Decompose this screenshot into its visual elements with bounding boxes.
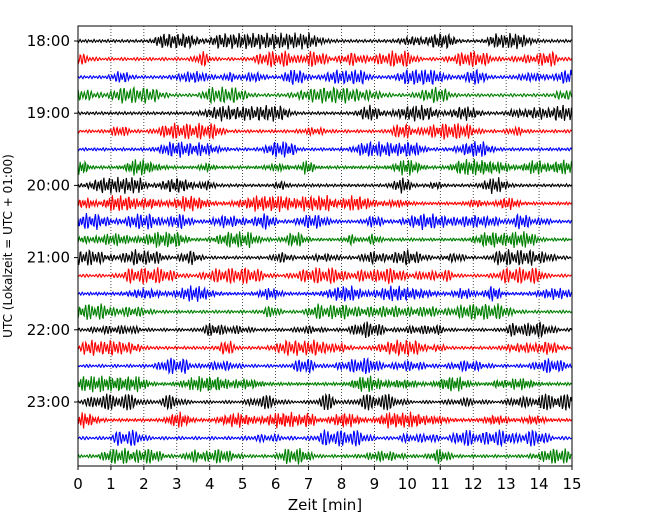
- trace-2230: [77, 356, 573, 375]
- x-tick-label: 12: [464, 475, 483, 493]
- x-tick-label: 9: [370, 475, 380, 493]
- trace-1800: [77, 32, 572, 50]
- x-tick-label: 7: [304, 475, 314, 493]
- trace-2030: [77, 212, 573, 230]
- x-tick-label: 3: [172, 475, 182, 493]
- x-tick-label: 4: [205, 475, 215, 493]
- vertical-gridlines: [110, 26, 540, 466]
- x-tick-label: 8: [337, 475, 347, 493]
- x-tick-label: 10: [398, 475, 417, 493]
- trace-2115: [77, 266, 572, 285]
- plot-frame: [77, 25, 573, 467]
- trace-1830: [77, 68, 573, 86]
- y-tick-label: 18:00: [27, 32, 70, 50]
- trace-1815: [77, 50, 572, 68]
- x-tick-label: 14: [530, 475, 549, 493]
- y-tick-label: 19:00: [27, 104, 70, 122]
- y-axis-label: UTC (Lokalzeit = UTC + 01:00): [1, 154, 15, 338]
- y-tick-label: 22:00: [27, 321, 70, 339]
- y-tick-label: 23:00: [27, 393, 70, 411]
- trace-1845: [77, 85, 573, 105]
- y-axis: 18:00 19:00 20:00 21:00 22:00 23:00: [27, 32, 78, 411]
- x-tick-label: 1: [106, 475, 116, 493]
- trace-2100: [77, 248, 572, 266]
- trace-1915: [77, 122, 572, 140]
- x-tick-label: 13: [497, 475, 516, 493]
- trace-2215: [77, 339, 572, 358]
- x-tick-label: 6: [271, 475, 281, 493]
- y-tick-label: 20:00: [27, 176, 70, 194]
- trace-2330: [77, 429, 572, 448]
- trace-1945: [77, 159, 573, 176]
- trace-2315: [77, 411, 572, 429]
- trace-2200: [77, 321, 573, 339]
- x-tick-label: 0: [73, 475, 83, 493]
- trace-2000: [77, 176, 572, 194]
- x-axis: 0 1 2 3 4 5 6 7 8 9 10 11 12 13 14 15: [73, 466, 582, 493]
- trace-2015: [77, 194, 572, 213]
- x-tick-label: 2: [139, 475, 149, 493]
- x-tick-label: 5: [238, 475, 248, 493]
- trace-1900: [77, 104, 573, 122]
- x-tick-label: 15: [562, 475, 581, 493]
- trace-2300: [77, 392, 573, 411]
- y-tick-label: 21:00: [27, 249, 70, 267]
- trace-1930: [77, 140, 572, 158]
- x-tick-label: 11: [431, 475, 450, 493]
- trace-2045: [77, 231, 572, 249]
- trace-2345: [77, 447, 572, 465]
- trace-group: [77, 32, 573, 465]
- x-axis-label: Zeit [min]: [288, 496, 362, 514]
- trace-2245: [77, 375, 572, 393]
- trace-2145: [77, 303, 572, 320]
- trace-2130: [77, 285, 573, 302]
